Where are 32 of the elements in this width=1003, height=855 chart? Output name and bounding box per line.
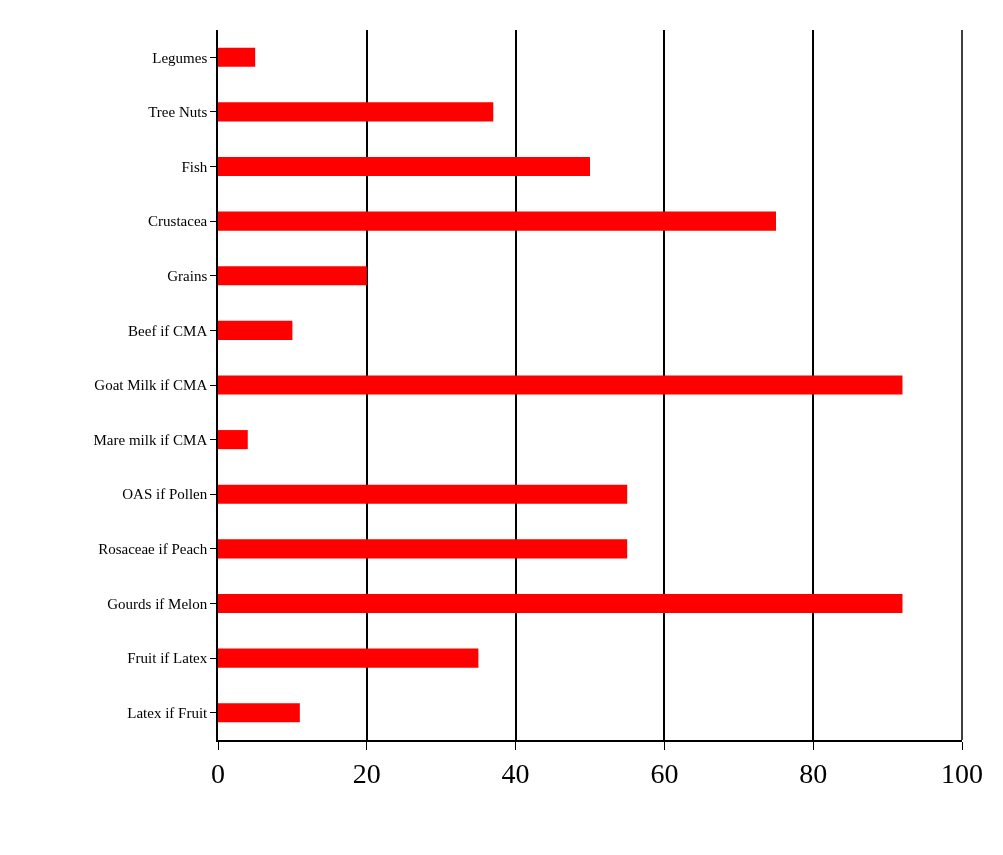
bar [218, 47, 256, 67]
bar [218, 320, 293, 340]
bar [218, 430, 248, 450]
y-tick-label: Tree Nuts [148, 104, 208, 121]
y-tick-label: Rosaceae if Peach [98, 541, 208, 558]
y-tick-label: Crustacea [148, 213, 208, 230]
bar [218, 593, 903, 614]
x-tick-label: 100 [941, 758, 983, 790]
bar [218, 375, 903, 395]
bar [218, 156, 590, 177]
bar [218, 102, 494, 122]
bar [218, 211, 776, 231]
y-tick-label: Goat Milk if CMA [94, 377, 208, 394]
bar [218, 484, 628, 504]
bar [218, 539, 628, 559]
x-tick-label: 20 [352, 758, 381, 790]
y-tick-label: Latex if Fruit [127, 704, 209, 721]
y-tick-label: Gourds if Melon [107, 595, 208, 612]
bar [218, 703, 300, 723]
x-tick-label: 60 [650, 758, 679, 790]
bar [218, 648, 479, 668]
y-tick-label: Legumes [152, 49, 208, 66]
y-tick-label: Fruit if Latex [127, 650, 208, 667]
y-tick-label: Grains [167, 268, 208, 285]
bar [218, 266, 367, 286]
y-tick-label: Mare milk if CMA [93, 431, 208, 448]
y-tick-label: Beef if CMA [128, 322, 208, 339]
x-tick-label: 80 [799, 758, 828, 790]
x-tick-label: 40 [501, 758, 530, 790]
y-tick-label: OAS if Pollen [122, 486, 208, 503]
y-tick-label: Fish [181, 158, 208, 175]
x-tick-label: 0 [211, 758, 225, 790]
